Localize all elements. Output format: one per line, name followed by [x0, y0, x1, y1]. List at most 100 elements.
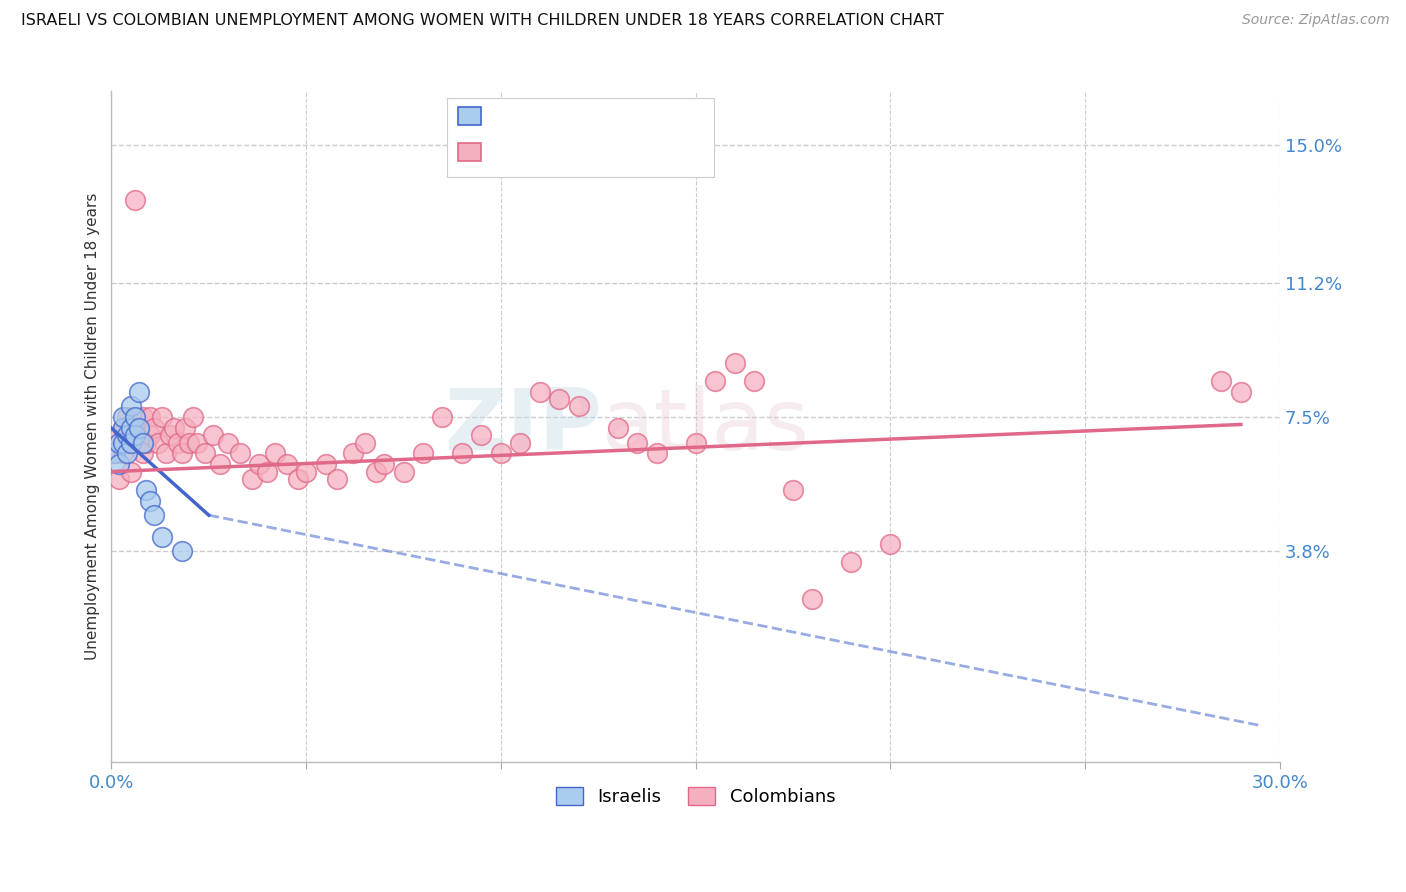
Point — [194, 446, 217, 460]
Point — [392, 465, 415, 479]
Point — [264, 446, 287, 460]
Point — [139, 428, 162, 442]
Point — [155, 446, 177, 460]
Point — [139, 493, 162, 508]
Point — [249, 458, 271, 472]
Point — [112, 446, 135, 460]
Point — [120, 465, 142, 479]
Point — [143, 508, 166, 523]
Point — [489, 446, 512, 460]
Text: N =: N = — [610, 107, 641, 125]
Legend: Israelis, Colombians: Israelis, Colombians — [548, 780, 842, 814]
Text: 0.100: 0.100 — [531, 143, 583, 161]
Text: ZIP: ZIP — [444, 384, 602, 467]
Point — [128, 384, 150, 399]
Point — [353, 435, 375, 450]
Point — [704, 374, 727, 388]
Point — [108, 428, 131, 442]
Point — [104, 446, 127, 460]
Point — [201, 428, 224, 442]
Point — [115, 435, 138, 450]
Point — [159, 428, 181, 442]
Point — [124, 428, 146, 442]
Point — [135, 483, 157, 497]
Point — [170, 446, 193, 460]
Point — [568, 400, 591, 414]
Point — [412, 446, 434, 460]
Point — [112, 435, 135, 450]
Point — [186, 435, 208, 450]
Point — [108, 435, 131, 450]
Point — [782, 483, 804, 497]
Point — [174, 421, 197, 435]
Point — [240, 472, 263, 486]
Point — [276, 458, 298, 472]
Point — [120, 428, 142, 442]
Point — [217, 435, 239, 450]
Text: N =: N = — [610, 143, 641, 161]
Point — [135, 435, 157, 450]
Point — [326, 472, 349, 486]
Point — [131, 435, 153, 450]
Text: R =: R = — [489, 143, 520, 161]
Text: 71: 71 — [652, 143, 675, 161]
Point — [685, 435, 707, 450]
Point — [1230, 384, 1253, 399]
Point — [112, 421, 135, 435]
Text: atlas: atlas — [602, 384, 810, 467]
Point — [315, 458, 337, 472]
Point — [606, 421, 628, 435]
Point — [128, 421, 150, 435]
Point — [723, 356, 745, 370]
Point — [287, 472, 309, 486]
Point — [879, 537, 901, 551]
Point — [124, 193, 146, 207]
Point — [104, 446, 127, 460]
Point — [120, 400, 142, 414]
Point — [150, 530, 173, 544]
Point — [432, 410, 454, 425]
Text: Source: ZipAtlas.com: Source: ZipAtlas.com — [1241, 13, 1389, 28]
Point — [366, 465, 388, 479]
Point — [115, 410, 138, 425]
Point — [470, 428, 492, 442]
Text: 21: 21 — [652, 107, 675, 125]
Point — [295, 465, 318, 479]
Point — [131, 410, 153, 425]
Text: -0.362: -0.362 — [531, 107, 591, 125]
Point — [120, 435, 142, 450]
Point — [1211, 374, 1233, 388]
Point — [146, 435, 169, 450]
Point — [112, 410, 135, 425]
Point — [131, 446, 153, 460]
Point — [143, 421, 166, 435]
Point — [451, 446, 474, 460]
Point — [163, 421, 186, 435]
Point — [209, 458, 232, 472]
Point — [645, 446, 668, 460]
Point — [509, 435, 531, 450]
Point — [108, 472, 131, 486]
Point — [166, 435, 188, 450]
Point — [128, 428, 150, 442]
Point — [120, 421, 142, 435]
Point — [342, 446, 364, 460]
Point — [124, 435, 146, 450]
Point — [373, 458, 395, 472]
Point — [139, 410, 162, 425]
Point — [742, 374, 765, 388]
Point — [256, 465, 278, 479]
Point — [150, 410, 173, 425]
Point — [841, 555, 863, 569]
Point — [108, 458, 131, 472]
Point — [179, 435, 201, 450]
Point — [112, 421, 135, 435]
Point — [124, 410, 146, 425]
Point — [115, 446, 138, 460]
Y-axis label: Unemployment Among Women with Children Under 18 years: Unemployment Among Women with Children U… — [86, 193, 100, 660]
Point — [548, 392, 571, 406]
Text: R =: R = — [489, 107, 520, 125]
Text: ISRAELI VS COLOMBIAN UNEMPLOYMENT AMONG WOMEN WITH CHILDREN UNDER 18 YEARS CORRE: ISRAELI VS COLOMBIAN UNEMPLOYMENT AMONG … — [21, 13, 943, 29]
Point — [229, 446, 252, 460]
Point — [170, 544, 193, 558]
